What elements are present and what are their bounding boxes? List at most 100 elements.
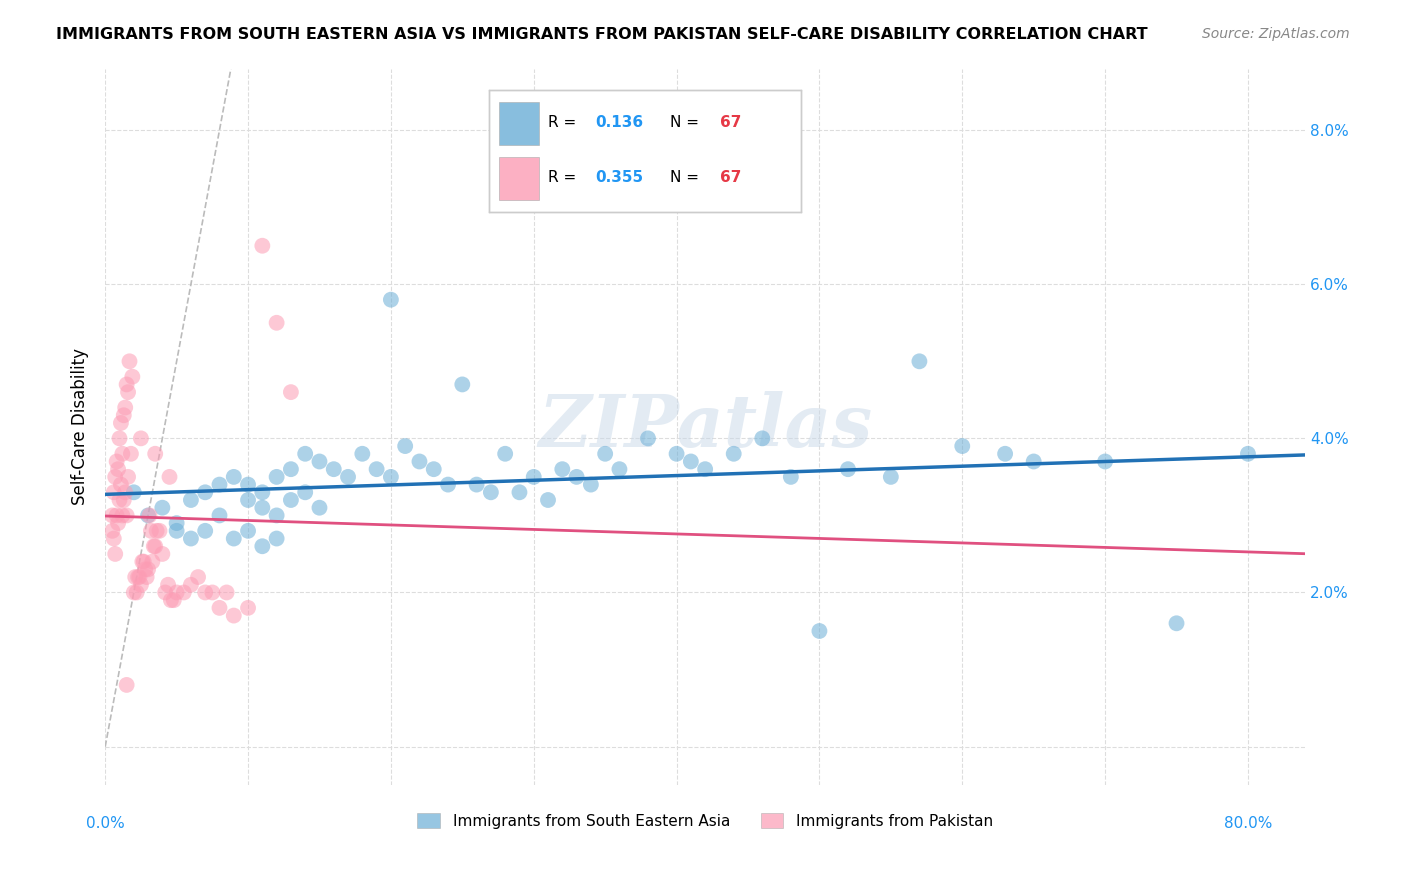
Point (308, 500, 330, 515)
Point (908, 354, 931, 368)
Point (105, 508, 128, 523)
Point (479, 485, 502, 500)
Point (180, 578, 202, 592)
Point (166, 516, 188, 530)
Point (150, 500, 173, 515)
Point (222, 608, 245, 623)
Point (208, 477, 231, 491)
Point (950, 439, 973, 453)
Point (145, 524, 167, 538)
Point (266, 532, 288, 546)
Point (408, 454, 430, 468)
Point (122, 485, 145, 500)
Point (723, 447, 745, 461)
Point (148, 524, 170, 538)
Text: Source: ZipAtlas.com: Source: ZipAtlas.com (1202, 27, 1350, 41)
Point (187, 570, 209, 584)
Point (337, 470, 360, 484)
Point (160, 593, 183, 607)
Point (101, 508, 124, 523)
Point (751, 431, 773, 445)
Point (523, 470, 546, 484)
Point (679, 454, 702, 468)
Point (180, 532, 202, 546)
Text: 80.0%: 80.0% (1223, 815, 1272, 830)
Point (437, 477, 460, 491)
Point (136, 562, 159, 576)
Point (394, 439, 416, 453)
Point (215, 585, 238, 599)
Point (366, 462, 388, 476)
Point (1094, 454, 1116, 468)
Point (779, 470, 801, 484)
Point (1237, 447, 1260, 461)
Point (134, 562, 156, 576)
Point (637, 431, 659, 445)
Point (115, 678, 138, 692)
Point (208, 508, 231, 523)
Point (252, 539, 274, 553)
Point (1022, 454, 1045, 468)
Point (422, 462, 444, 476)
Point (308, 454, 330, 468)
Point (593, 447, 616, 461)
Point (579, 477, 602, 491)
Point (115, 508, 138, 523)
Point (280, 385, 302, 400)
Point (695, 462, 717, 476)
Point (252, 238, 274, 252)
Point (110, 416, 132, 430)
Point (129, 578, 152, 592)
Point (157, 578, 180, 592)
Point (194, 585, 217, 599)
Point (110, 477, 132, 491)
Point (294, 485, 316, 500)
Point (201, 585, 224, 599)
Point (236, 493, 259, 508)
Point (352, 447, 374, 461)
Point (105, 454, 128, 468)
Point (107, 516, 129, 530)
Point (143, 447, 166, 461)
Point (173, 585, 195, 599)
Point (101, 524, 124, 538)
Point (114, 401, 136, 415)
Point (208, 600, 231, 615)
Point (166, 585, 188, 599)
Point (494, 447, 516, 461)
Point (266, 508, 288, 523)
Point (138, 508, 160, 523)
Point (112, 493, 135, 508)
Point (322, 462, 344, 476)
Point (117, 385, 139, 400)
Point (139, 524, 162, 538)
Text: IMMIGRANTS FROM SOUTH EASTERN ASIA VS IMMIGRANTS FROM PAKISTAN SELF-CARE DISABIL: IMMIGRANTS FROM SOUTH EASTERN ASIA VS IM… (56, 27, 1147, 42)
Point (451, 377, 474, 392)
Point (537, 493, 560, 508)
Point (465, 477, 488, 491)
Point (136, 508, 159, 523)
Point (994, 447, 1017, 461)
Point (252, 500, 274, 515)
Point (837, 462, 859, 476)
Point (294, 447, 316, 461)
Point (665, 447, 688, 461)
Point (107, 462, 129, 476)
Point (252, 485, 274, 500)
Point (180, 493, 202, 508)
Point (163, 593, 186, 607)
Point (108, 431, 131, 445)
Point (155, 585, 177, 599)
Point (508, 485, 530, 500)
Point (111, 508, 134, 523)
Point (125, 585, 148, 599)
Point (236, 600, 259, 615)
Point (103, 485, 125, 500)
Point (880, 470, 903, 484)
Point (135, 570, 157, 584)
Point (266, 470, 288, 484)
Point (266, 316, 288, 330)
Point (142, 539, 165, 553)
Point (112, 409, 135, 423)
Point (159, 470, 181, 484)
